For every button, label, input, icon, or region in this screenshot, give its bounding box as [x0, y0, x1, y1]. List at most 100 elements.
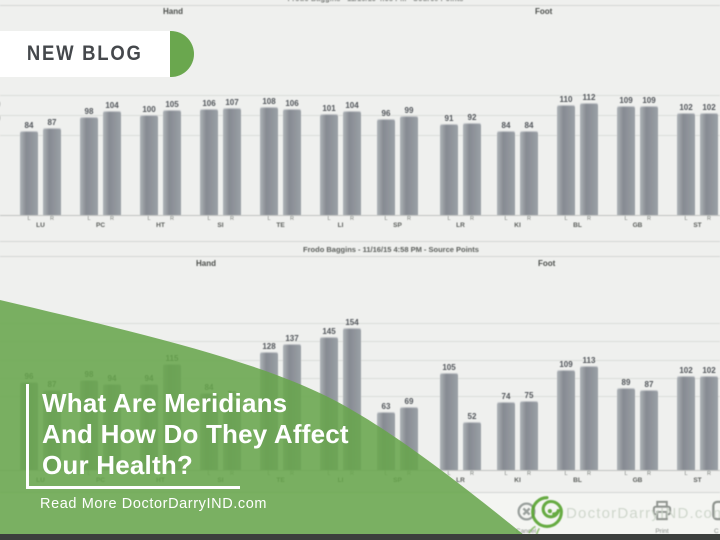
bar-value-label: 145	[322, 326, 336, 336]
blog-title: What Are Meridians And How Do They Affec…	[42, 388, 349, 481]
read-more-link[interactable]: Read More DoctorDarryIND.com	[40, 496, 268, 512]
bar	[497, 401, 515, 470]
meridian-label: SP	[393, 222, 402, 229]
divider	[0, 241, 720, 242]
bar-side-label: L	[327, 216, 331, 222]
bar-value-label: 109	[619, 96, 633, 105]
bar	[377, 412, 395, 470]
section-label-hand: Hand	[196, 259, 216, 268]
meridian-label: PC	[95, 222, 106, 229]
x-axis-line	[0, 215, 720, 216]
meridian-label: SI	[217, 222, 224, 229]
cut-off-button[interactable]: C	[706, 499, 720, 535]
bar	[617, 106, 635, 215]
meridian-label: LI	[337, 222, 344, 229]
bar-side-label: R	[647, 471, 651, 477]
bar-value-label: 106	[202, 99, 216, 108]
meridian-label: KI	[514, 222, 521, 229]
bar-side-label: L	[504, 216, 508, 222]
bar-side-label: R	[110, 216, 114, 222]
bar-value-label: 110	[559, 95, 573, 104]
cut-off-icon	[712, 500, 720, 521]
bar-value-label: 128	[262, 342, 276, 352]
bar-side-label: R	[527, 216, 531, 222]
bar-side-label: L	[27, 216, 31, 222]
print-icon	[652, 500, 672, 521]
bar-side-label: L	[564, 216, 568, 222]
section-label-foot: Foot	[538, 259, 556, 268]
bar-side-label: L	[564, 471, 568, 477]
meridian-label: SP	[393, 477, 402, 484]
bar	[377, 119, 395, 215]
bar-side-label: R	[50, 216, 54, 222]
bar-value-label: 89	[621, 378, 631, 388]
bar	[640, 389, 658, 470]
bar	[700, 376, 718, 470]
bar	[617, 388, 635, 470]
meridian-label: LU	[36, 222, 45, 229]
meridian-label: ST	[693, 477, 702, 484]
bar-value-label: 112	[582, 93, 596, 102]
bar-side-label: R	[470, 216, 474, 222]
bar-value-label: 154	[345, 318, 359, 328]
bar-value-label: 69	[404, 396, 414, 406]
bar	[260, 107, 278, 215]
bar-value-label: 100	[142, 105, 156, 114]
bar-value-label: 94	[107, 373, 117, 383]
bar-value-label: 104	[345, 101, 359, 110]
bar-side-label: L	[87, 216, 91, 222]
bar-value-label: 84	[524, 121, 534, 130]
report-header-text: Frodo Baggins - 11/16/15 4:58 PM - Sourc…	[31, 0, 720, 3]
bar	[463, 123, 481, 215]
bar	[140, 115, 158, 215]
bar	[103, 111, 121, 215]
bar-side-label: L	[384, 216, 388, 222]
bar-value-label: 105	[442, 363, 456, 373]
bar-value-label: 102	[702, 366, 716, 376]
bar-side-label: L	[207, 216, 211, 222]
meridian-label: TE	[276, 222, 285, 229]
bar-value-label: 137	[285, 333, 299, 343]
bar-value-label: 94	[144, 373, 154, 383]
bar-side-label: R	[290, 216, 294, 222]
bar-value-label: 104	[105, 101, 119, 110]
bar	[700, 113, 718, 215]
meridian-label: LR	[456, 477, 465, 484]
cut-off-label: C	[714, 528, 719, 535]
bar-side-label: R	[407, 216, 411, 222]
cropped-report-header: Frodo Baggins - 11/16/15 4:58 PM - Sourc…	[31, 0, 720, 3]
bar	[20, 381, 38, 470]
section-label-hand: Hand	[163, 7, 183, 16]
quote-frame-horizontal-line	[26, 486, 240, 489]
bottom-dark-bar	[0, 534, 720, 540]
report-header-text: Frodo Baggins - 11/16/15 4:58 PM - Sourc…	[303, 245, 479, 254]
bar	[520, 131, 538, 215]
bar-value-label: 87	[644, 379, 654, 389]
bar	[557, 369, 575, 470]
bar	[463, 422, 481, 470]
bar-value-label: 102	[679, 366, 693, 376]
bar-side-label: L	[624, 216, 628, 222]
bar-value-label: 102	[702, 103, 716, 112]
print-button[interactable]: Print	[645, 499, 679, 535]
meridian-label: LR	[456, 222, 465, 229]
bar	[163, 110, 181, 215]
bar	[80, 117, 98, 215]
bar-side-label: R	[350, 216, 354, 222]
bar-side-label: R	[707, 471, 711, 477]
print-label: Print	[655, 528, 669, 535]
divider	[0, 256, 720, 257]
bar-side-label: R	[587, 471, 591, 477]
bar-value-label: 109	[559, 359, 573, 369]
blog-title-line: And How Do They Affect	[42, 419, 349, 449]
meridian-label: HT	[156, 222, 165, 229]
bar-value-label: 75	[524, 391, 534, 400]
blog-title-line: Our Health?	[42, 450, 193, 480]
bar-value-label: 102	[679, 103, 693, 112]
spiral-logo-icon	[528, 496, 563, 536]
bar	[440, 373, 458, 470]
bar	[400, 406, 418, 470]
bar-value-label: 105	[165, 100, 179, 109]
